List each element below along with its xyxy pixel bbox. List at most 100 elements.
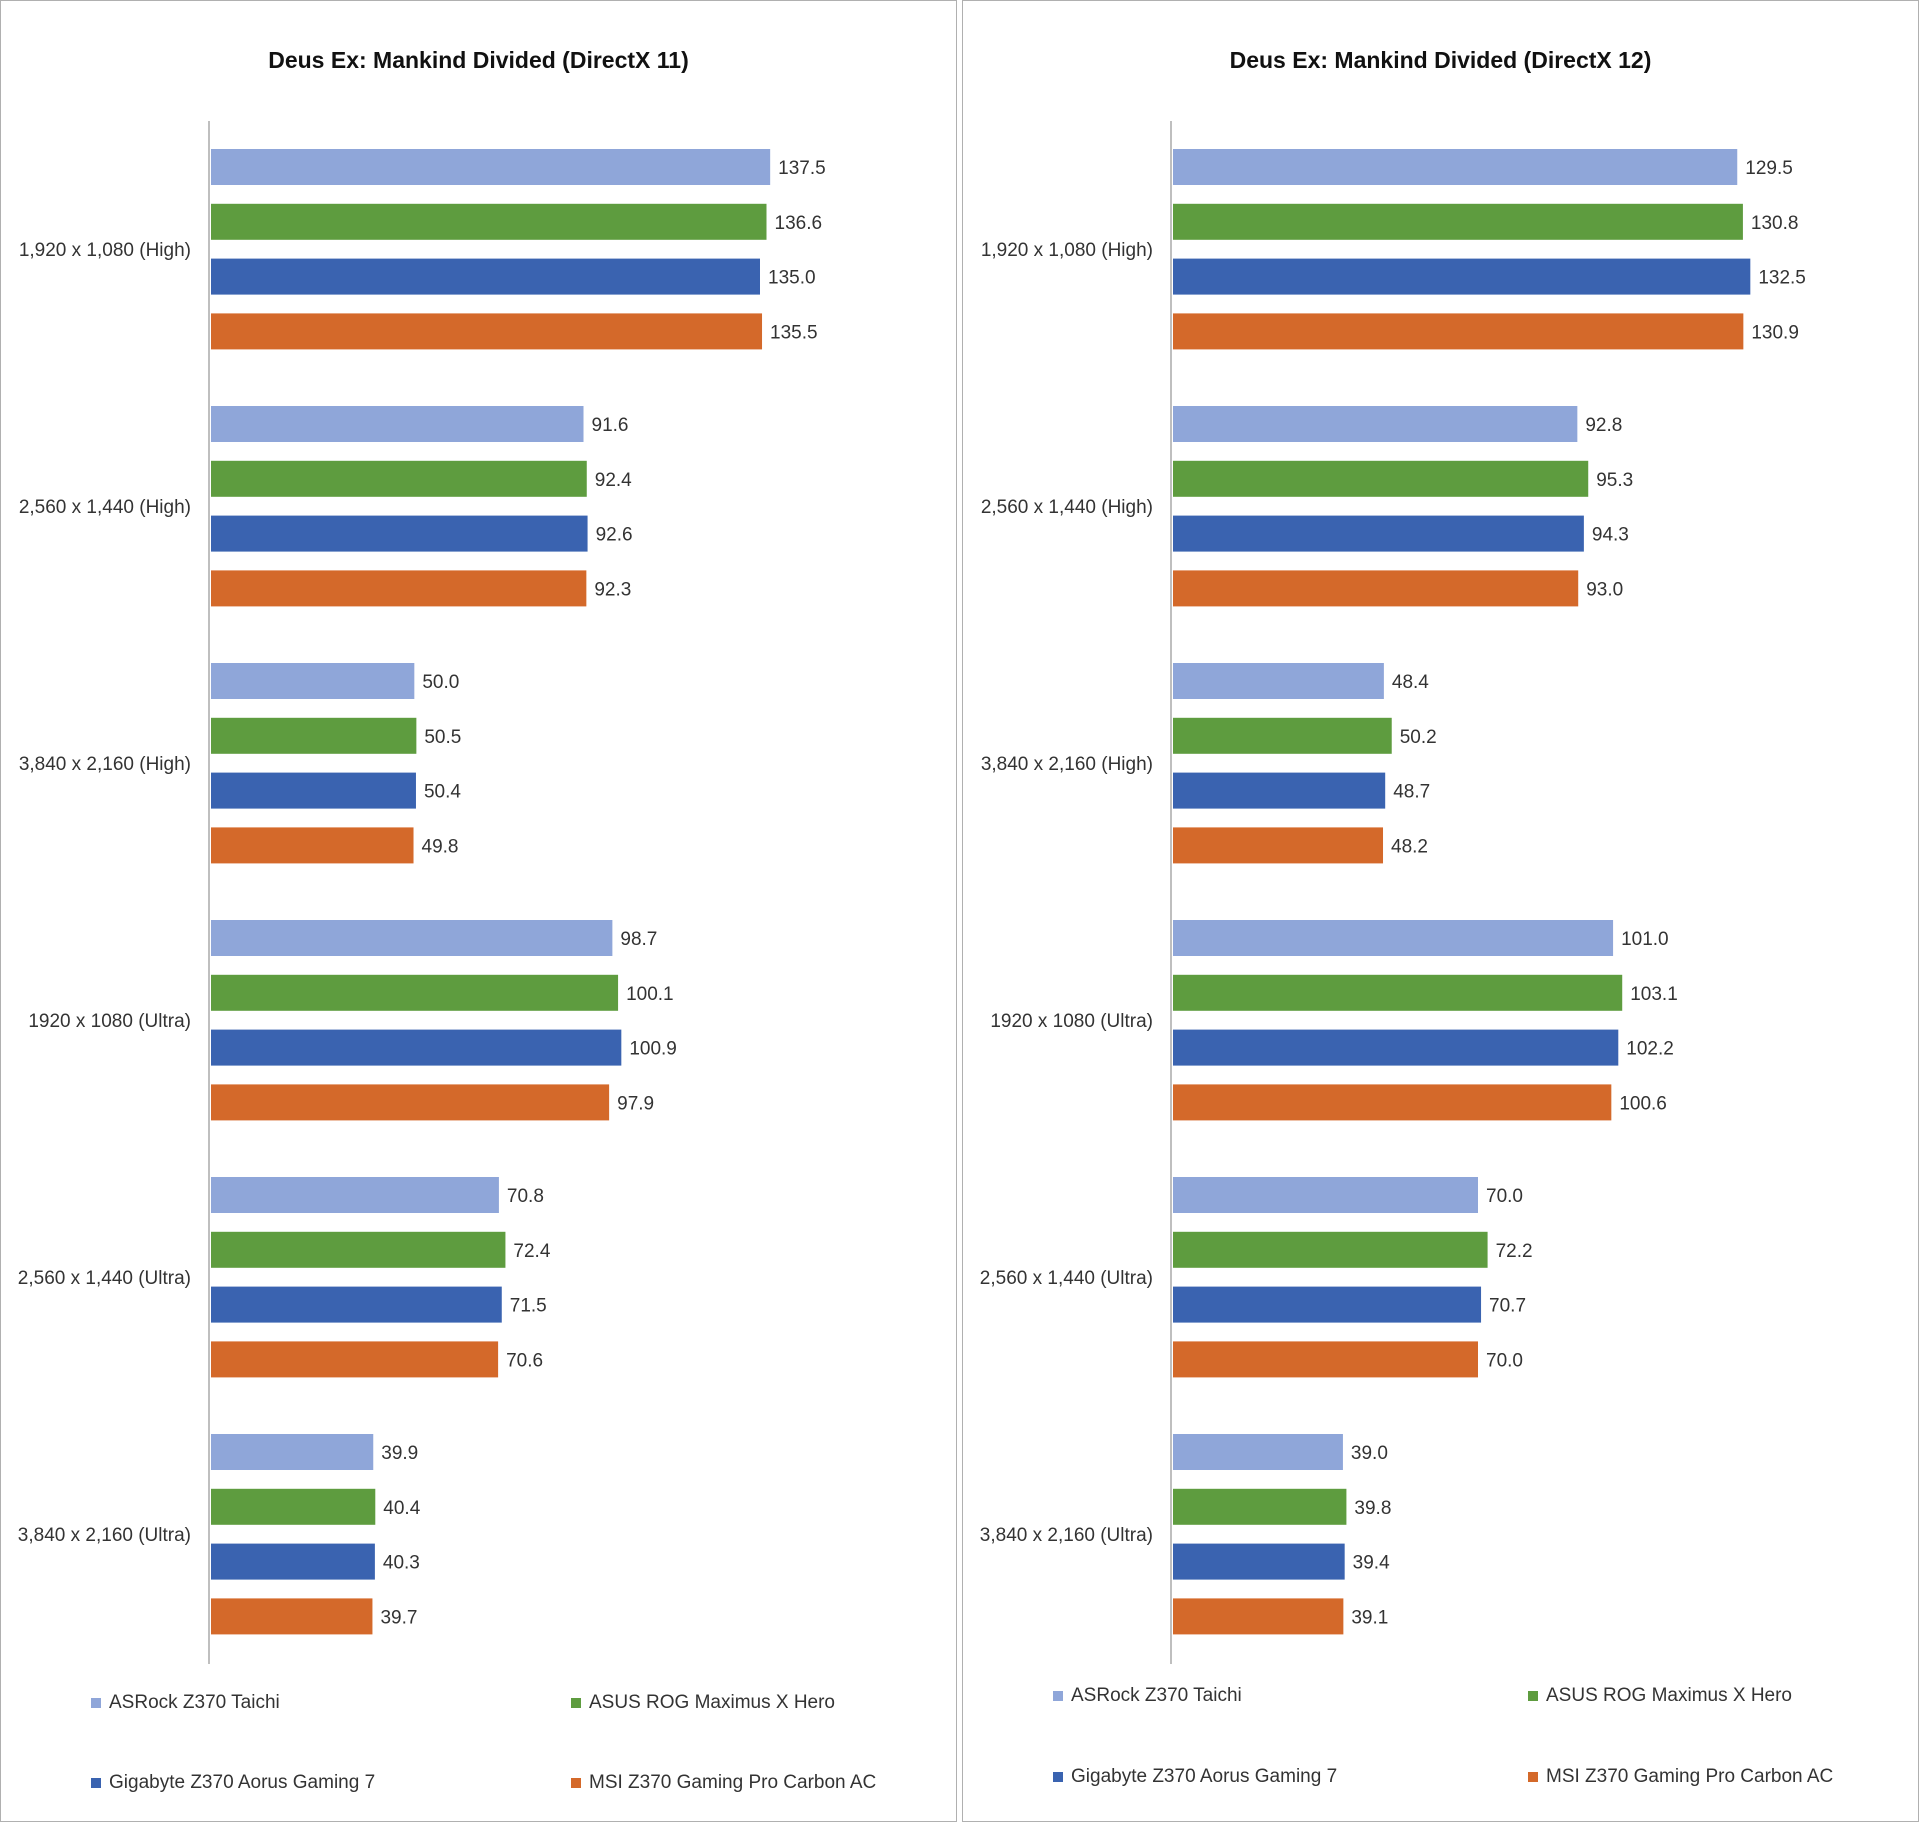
bar [211,406,584,442]
legend-label: Gigabyte Z370 Aorus Gaming 7 [109,1772,376,1793]
data-label: 101.0 [1621,929,1669,950]
bar [1173,920,1614,956]
legend-label: MSI Z370 Gaming Pro Carbon AC [589,1772,877,1793]
data-label: 48.7 [1393,782,1430,803]
data-label: 98.7 [620,929,657,950]
bar [1173,1286,1482,1323]
bar [211,663,415,699]
data-label: 50.5 [424,727,461,748]
bar [211,717,417,754]
bar [211,313,763,350]
legend-item: ASRock Z370 Taichi [1053,1685,1242,1707]
bar [1173,663,1384,699]
data-label: 100.1 [626,984,674,1005]
data-label: 135.5 [770,322,818,343]
legend-label: Gigabyte Z370 Aorus Gaming 7 [1071,1766,1338,1787]
data-label: 137.5 [778,158,826,179]
data-label: 39.9 [381,1443,418,1464]
data-label: 129.5 [1745,158,1793,179]
bar [1173,1177,1478,1213]
legend-item: MSI Z370 Gaming Pro Carbon AC [1528,1766,1833,1788]
bar [211,1084,610,1121]
legend-item: ASUS ROG Maximus X Hero [1528,1685,1792,1707]
data-label: 39.1 [1351,1607,1388,1628]
bar [211,1598,373,1635]
data-label: 102.2 [1626,1039,1674,1060]
chart-title: Deus Ex: Mankind Divided (DirectX 12) [1229,47,1652,73]
category-label: 1920 x 1080 (Ultra) [990,1011,1153,1032]
bar [1173,258,1751,295]
legend-swatch [571,1698,581,1708]
legend-swatch [91,1698,101,1708]
legend-swatch [571,1778,581,1788]
data-label: 130.9 [1751,322,1799,343]
legend-item: ASRock Z370 Taichi [91,1692,280,1714]
bar [211,203,767,240]
bar [211,1029,622,1066]
bar [1173,515,1584,552]
bar [1173,460,1589,497]
bar [211,1488,376,1525]
chart-panel-dx12: Deus Ex: Mankind Divided (DirectX 12) 1,… [962,0,1919,1822]
data-label: 72.4 [513,1241,550,1262]
bar [1173,974,1623,1011]
bar [1173,772,1386,809]
legend-item: ASUS ROG Maximus X Hero [571,1692,835,1714]
bar [211,1543,375,1580]
bar [211,515,588,552]
data-label: 39.4 [1353,1553,1390,1574]
bar [1173,1231,1488,1268]
legend-label: ASUS ROG Maximus X Hero [589,1692,835,1713]
category-label: 3,840 x 2,160 (Ultra) [980,1525,1153,1546]
bar [1173,570,1579,607]
bar [211,258,760,295]
category-label: 1,920 x 1,080 (High) [981,240,1153,261]
bar [211,920,613,956]
data-label: 92.3 [594,579,631,600]
data-label: 135.0 [768,268,816,289]
data-label: 97.9 [617,1093,654,1114]
category-label: 1920 x 1080 (Ultra) [28,1011,191,1032]
data-label: 70.0 [1486,1186,1523,1207]
bar [211,1177,499,1213]
category-label: 2,560 x 1,440 (High) [981,497,1153,518]
category-label: 2,560 x 1,440 (High) [19,497,191,518]
data-label: 48.4 [1392,672,1429,693]
legend-swatch [1053,1772,1063,1782]
data-label: 48.2 [1391,836,1428,857]
data-label: 93.0 [1586,579,1623,600]
legend-label: ASUS ROG Maximus X Hero [1546,1685,1792,1706]
data-label: 50.2 [1400,727,1437,748]
chart-title: Deus Ex: Mankind Divided (DirectX 11) [268,47,689,73]
data-label: 136.6 [775,213,823,234]
bar [1173,1543,1345,1580]
data-label: 71.5 [510,1296,547,1317]
legend-item: Gigabyte Z370 Aorus Gaming 7 [1053,1766,1337,1788]
bar [1173,203,1743,240]
data-label: 50.0 [422,672,459,693]
legend-swatch [91,1778,101,1788]
category-label: 2,560 x 1,440 (Ultra) [18,1268,191,1289]
bar [211,149,771,185]
legend-label: ASRock Z370 Taichi [1071,1685,1242,1706]
bar [1173,313,1744,350]
data-label: 100.6 [1619,1093,1667,1114]
category-label: 3,840 x 2,160 (High) [19,754,191,775]
data-label: 94.3 [1592,525,1629,546]
chart-panel-dx11: Deus Ex: Mankind Divided (DirectX 11) 1,… [0,0,957,1822]
category-label: 2,560 x 1,440 (Ultra) [980,1268,1153,1289]
bar [1173,1434,1343,1470]
data-label: 72.2 [1496,1241,1533,1262]
category-label: 1,920 x 1,080 (High) [19,240,191,261]
bar [1173,1488,1347,1525]
category-label: 3,840 x 2,160 (Ultra) [18,1525,191,1546]
data-label: 92.6 [596,525,633,546]
bar [211,1286,502,1323]
legend-item: Gigabyte Z370 Aorus Gaming 7 [91,1772,375,1794]
bar [211,1231,506,1268]
bar [211,827,414,864]
data-label: 39.0 [1351,1443,1388,1464]
data-label: 39.8 [1354,1498,1391,1519]
bar [211,974,619,1011]
bar-plot: 1,920 x 1,080 (High) 137.5 136.6 135.0 135.5… [18,121,826,1664]
